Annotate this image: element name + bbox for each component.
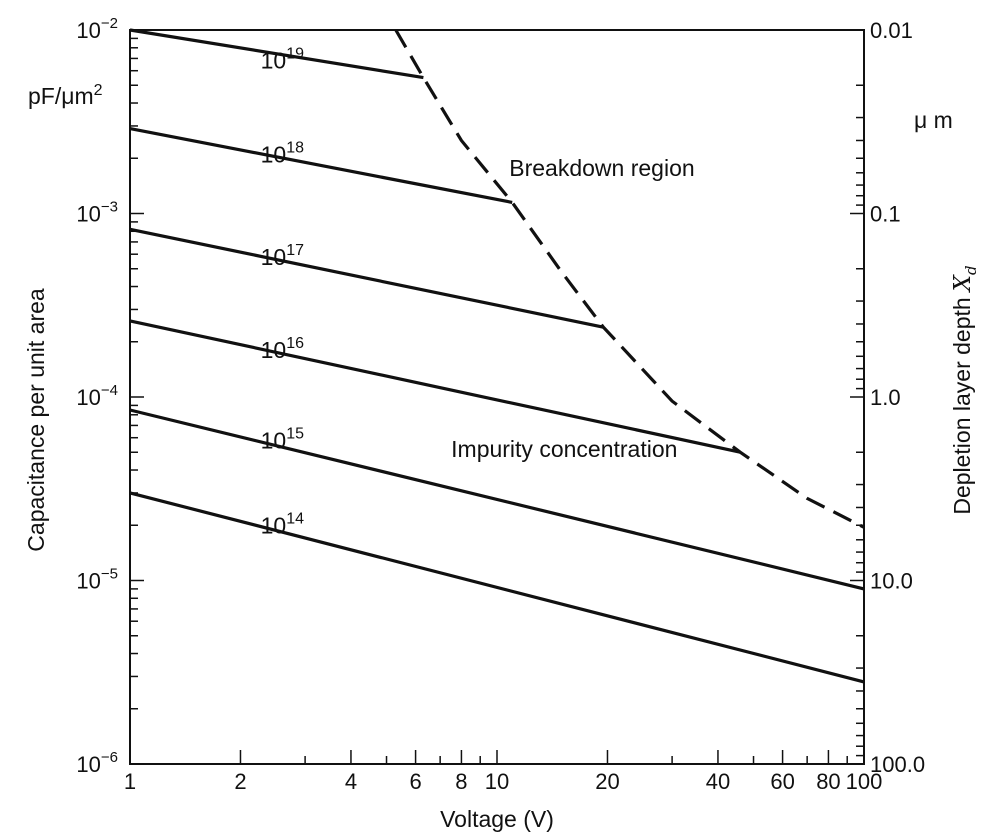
impurity-line <box>129 408 865 591</box>
impurity-line <box>129 28 424 80</box>
y-unit-label: pF/μm2 <box>28 82 103 109</box>
impurity-line <box>129 227 604 329</box>
x-tick-label: 20 <box>595 769 619 794</box>
impurity-line-label: 1018 <box>261 139 304 167</box>
impurity-line <box>129 319 741 454</box>
y-axis-title: Capacitance per unit area <box>23 288 49 552</box>
x-tick-label: 60 <box>770 769 794 794</box>
y2-tick-label: 100.0 <box>870 752 925 777</box>
impurity-line <box>129 491 865 684</box>
impurity-line-label: 1016 <box>261 335 304 363</box>
y2-tick-label: 0.01 <box>870 18 913 43</box>
series-group <box>129 28 865 684</box>
y2-axis-title: Depletion layer depthXd <box>949 265 980 514</box>
y2-tick-label: 1.0 <box>870 385 901 410</box>
x-tick-label: 2 <box>234 769 246 794</box>
x-tick-label: 8 <box>455 769 467 794</box>
x-axis-title: Voltage (V) <box>440 806 554 832</box>
label-group: 1019 1018 1017 1016 1015 1014 Breakdown region… <box>261 46 695 539</box>
y-tick-label: 10−6 <box>76 749 118 777</box>
impurity-line <box>129 127 513 204</box>
x-tick-label: 100 <box>846 769 883 794</box>
impurity-line-label: 1019 <box>261 46 304 74</box>
annotation: Breakdown region <box>509 155 694 181</box>
x-tick-label: 4 <box>345 769 357 794</box>
x-tick-label: 80 <box>816 769 840 794</box>
impurity-line-label: 1015 <box>261 425 304 453</box>
y-tick-label: 10−2 <box>76 15 118 43</box>
impurity-line-label: 1017 <box>261 242 304 270</box>
y2-tick-label: 0.1 <box>870 202 901 227</box>
x-tick-label: 10 <box>485 769 509 794</box>
tick-group: 1 2 4 6 8 10 20 40 60 80 100 10−2 10−3 10−4 10−5 10−6 0.… <box>76 15 925 794</box>
x-tick-label: 6 <box>409 769 421 794</box>
breakdown-curve <box>394 29 865 529</box>
x-tick-label: 1 <box>124 769 136 794</box>
y2-tick-label: 10.0 <box>870 569 913 594</box>
y-tick-label: 10−3 <box>76 199 118 227</box>
y-tick-label: 10−5 <box>76 566 118 594</box>
y-tick-label: 10−4 <box>76 382 118 410</box>
y2-unit-label: μ m <box>914 107 953 133</box>
annotation: Impurity concentration <box>451 436 677 462</box>
impurity-line-label: 1014 <box>261 510 304 538</box>
x-tick-label: 40 <box>706 769 730 794</box>
